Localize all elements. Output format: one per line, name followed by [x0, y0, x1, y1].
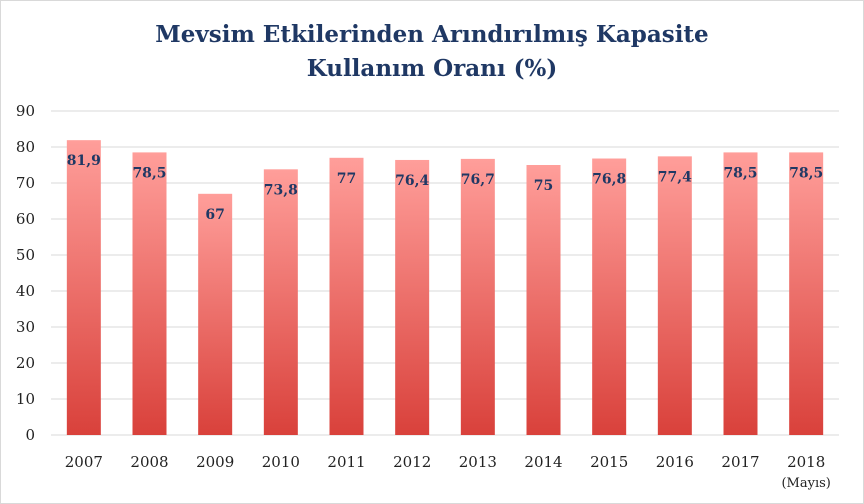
data-label-2016: 77,4 [658, 169, 692, 185]
bar-2014 [526, 165, 561, 435]
y-tick-label: 10 [16, 390, 35, 408]
data-label-2015: 76,8 [592, 172, 626, 188]
x-axis: 2007 2008 2009 2010 2011 2012 2013 2014 2015 2016… [65, 453, 831, 491]
y-tick-label: 80 [16, 138, 35, 156]
bar-2012 [395, 159, 430, 435]
x-tick-label-2011: 2011 [327, 453, 365, 471]
data-label-2018: 78,5 [789, 165, 823, 181]
y-tick-label: 0 [25, 426, 35, 444]
data-label-2009: 67 [205, 207, 224, 223]
y-tick-label: 60 [16, 210, 35, 228]
x-tick-label-2015: 2015 [590, 453, 628, 471]
data-label-2012: 76,4 [395, 173, 429, 189]
x-tick-label-2008: 2008 [130, 453, 168, 471]
bar-2008 [132, 152, 167, 435]
data-label-2008: 78,5 [132, 165, 166, 181]
x-tick-label-2018: 2018 [787, 453, 825, 471]
x-tick-label-2017: 2017 [721, 453, 759, 471]
y-tick-label: 40 [16, 282, 35, 300]
x-tick-label-2013: 2013 [459, 453, 497, 471]
y-tick-label: 50 [16, 246, 35, 264]
bar-2011 [329, 157, 364, 436]
bar-2010 [263, 169, 298, 435]
bar-2013 [460, 158, 495, 435]
data-label-2014: 75 [534, 178, 553, 194]
bars: 81,9 78,5 67 73,8 77 76,4 76,7 75 76,8 77,4 78,5 78… [66, 140, 824, 436]
data-label-2013: 76,7 [461, 172, 495, 188]
x-tick-label-2009: 2009 [196, 453, 234, 471]
x-tick-label-2016: 2016 [656, 453, 694, 471]
y-tick-label: 20 [16, 354, 35, 372]
bar-2009 [198, 193, 233, 435]
bar-2016 [657, 156, 692, 436]
data-label-2007: 81,9 [67, 153, 101, 169]
bar-2007 [66, 140, 101, 435]
bar-2018 [789, 152, 824, 435]
data-label-2017: 78,5 [723, 165, 757, 181]
x-tick-label-2012: 2012 [393, 453, 431, 471]
x-tick-label-2010: 2010 [262, 453, 300, 471]
data-label-2010: 73,8 [264, 182, 298, 198]
chart-title-line-1: Mevsim Etkilerinden Arındırılmış Kapasit… [155, 21, 709, 48]
y-axis: 0 10 20 30 40 50 60 70 80 90 [16, 102, 35, 444]
x-tick-label-2007: 2007 [65, 453, 103, 471]
gridlines [51, 110, 839, 436]
y-tick-label: 30 [16, 318, 35, 336]
y-tick-label: 90 [16, 102, 35, 120]
y-tick-label: 70 [16, 174, 35, 192]
data-label-2011: 77 [337, 171, 356, 187]
x-tick-sublabel: (Mayıs) [781, 476, 830, 491]
x-tick-label-2014: 2014 [524, 453, 562, 471]
chart-title-line-2: Kullanım Oranı (%) [306, 55, 558, 82]
bar-2017 [723, 152, 758, 435]
bar-2015 [592, 158, 627, 435]
